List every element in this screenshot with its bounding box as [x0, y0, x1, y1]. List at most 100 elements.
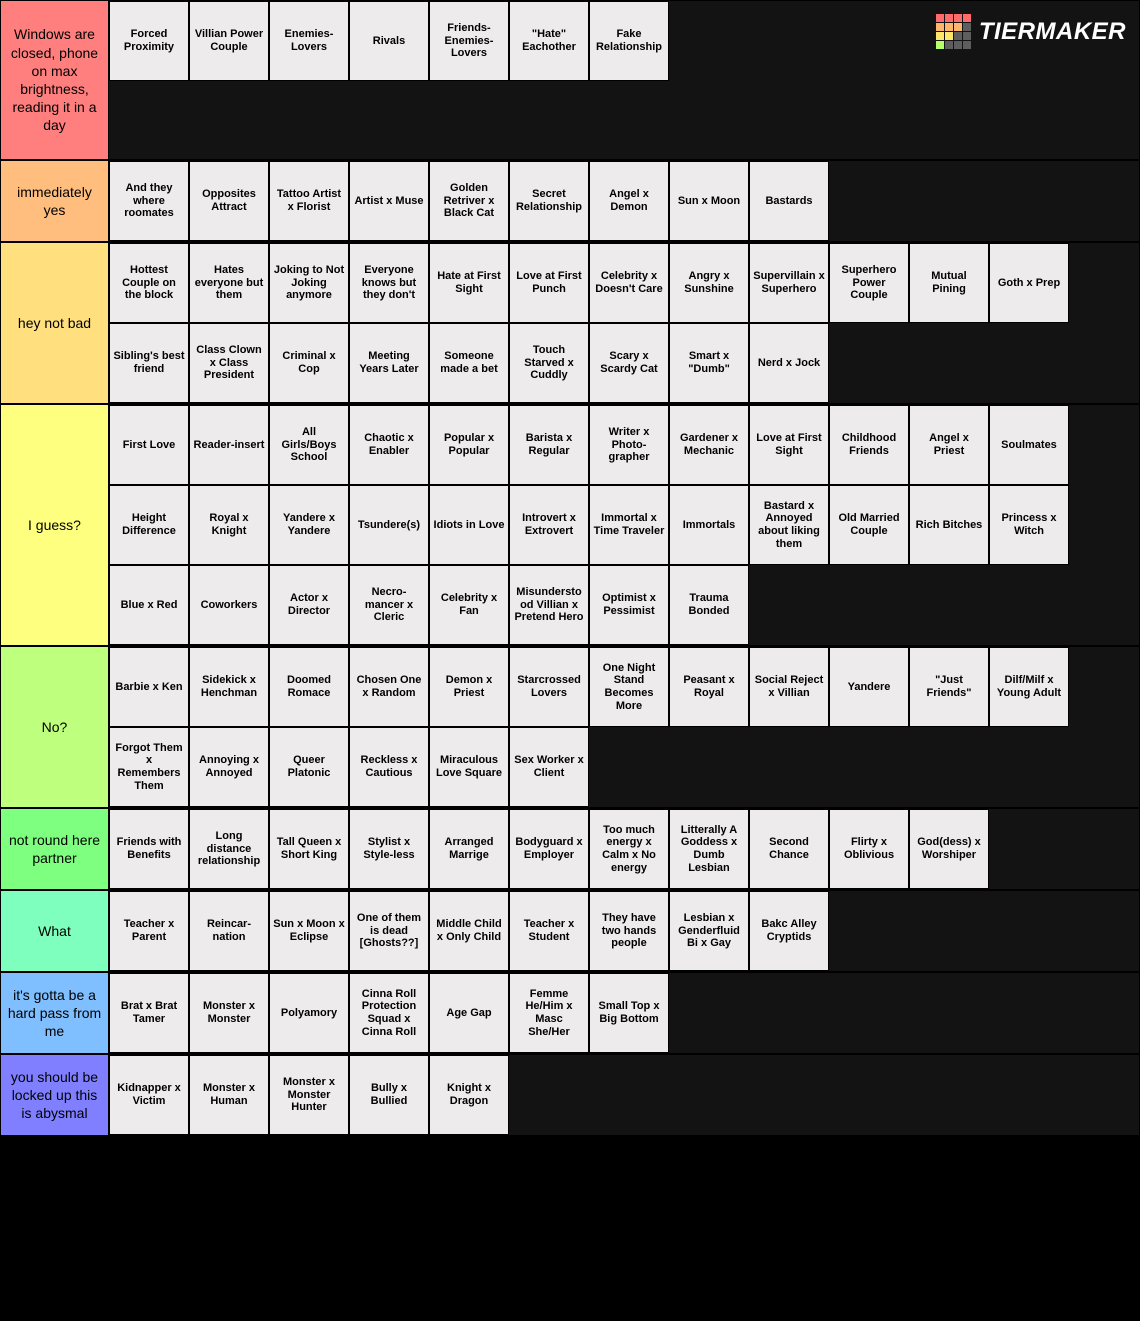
tier-item[interactable]: Long distance relationship: [189, 809, 269, 889]
tier-item[interactable]: Writer x Photo-grapher: [589, 405, 669, 485]
tier-item[interactable]: Criminal x Cop: [269, 323, 349, 403]
tier-item[interactable]: Artist x Muse: [349, 161, 429, 241]
tier-item[interactable]: Bastard x Annoyed about liking them: [749, 485, 829, 565]
tier-item[interactable]: God(dess) x Worshiper: [909, 809, 989, 889]
tier-item[interactable]: First Love: [109, 405, 189, 485]
tier-item[interactable]: Knight x Dragon: [429, 1055, 509, 1135]
tier-item[interactable]: Too much energy x Calm x No energy: [589, 809, 669, 889]
tier-item[interactable]: Love at First Punch: [509, 243, 589, 323]
tier-item[interactable]: One of them is dead [Ghosts??]: [349, 891, 429, 971]
tier-item[interactable]: Coworkers: [189, 565, 269, 645]
tier-item[interactable]: Friends-Enemies-Lovers: [429, 1, 509, 81]
tier-item[interactable]: Introvert x Extrovert: [509, 485, 589, 565]
tier-item[interactable]: Fake Relationship: [589, 1, 669, 81]
tier-item[interactable]: Immortals: [669, 485, 749, 565]
tier-item[interactable]: Rich Bitches: [909, 485, 989, 565]
tier-item[interactable]: Queer Platonic: [269, 727, 349, 807]
tier-item[interactable]: Childhood Friends: [829, 405, 909, 485]
tier-item[interactable]: Superhero Power Couple: [829, 243, 909, 323]
tier-item[interactable]: Gardener x Mechanic: [669, 405, 749, 485]
tier-item[interactable]: Touch Starved x Cuddly: [509, 323, 589, 403]
tier-item[interactable]: Immortal x Time Traveler: [589, 485, 669, 565]
tier-item[interactable]: They have two hands people: [589, 891, 669, 971]
tier-item[interactable]: Hates everyone but them: [189, 243, 269, 323]
tier-item[interactable]: Yandere: [829, 647, 909, 727]
tier-item[interactable]: Blue x Red: [109, 565, 189, 645]
tier-item[interactable]: Hottest Couple on the block: [109, 243, 189, 323]
tier-item[interactable]: Rivals: [349, 1, 429, 81]
tier-item[interactable]: Tattoo Artist x Florist: [269, 161, 349, 241]
tier-item[interactable]: Supervillain x Superhero: [749, 243, 829, 323]
tier-item[interactable]: Peasant x Royal: [669, 647, 749, 727]
tier-item[interactable]: Golden Retriver x Black Cat: [429, 161, 509, 241]
tier-item[interactable]: One Night Stand Becomes More: [589, 647, 669, 727]
tier-item[interactable]: Height Difference: [109, 485, 189, 565]
tier-label[interactable]: hey not bad: [1, 243, 109, 403]
tier-item[interactable]: Love at First Sight: [749, 405, 829, 485]
tier-item[interactable]: Teacher x Student: [509, 891, 589, 971]
tier-item[interactable]: "Just Friends": [909, 647, 989, 727]
tier-item[interactable]: Old Married Couple: [829, 485, 909, 565]
tier-item[interactable]: Barista x Regular: [509, 405, 589, 485]
tier-item[interactable]: Chaotic x Enabler: [349, 405, 429, 485]
tier-item[interactable]: Villian Power Couple: [189, 1, 269, 81]
tier-item[interactable]: Bastards: [749, 161, 829, 241]
tier-item[interactable]: Age Gap: [429, 973, 509, 1053]
tier-item[interactable]: Litterally A Goddess x Dumb Lesbian: [669, 809, 749, 889]
tier-item[interactable]: Bodyguard x Employer: [509, 809, 589, 889]
tier-item[interactable]: Small Top x Big Bottom: [589, 973, 669, 1053]
tier-item[interactable]: Sex Worker x Client: [509, 727, 589, 807]
tier-item[interactable]: Hate at First Sight: [429, 243, 509, 323]
tier-item[interactable]: Angel x Priest: [909, 405, 989, 485]
tier-item[interactable]: Middle Child x Only Child: [429, 891, 509, 971]
tier-item[interactable]: Sidekick x Henchman: [189, 647, 269, 727]
tier-item[interactable]: Second Chance: [749, 809, 829, 889]
tier-item[interactable]: Forced Proximity: [109, 1, 189, 81]
tier-item[interactable]: Barbie x Ken: [109, 647, 189, 727]
tier-item[interactable]: Optimist x Pessimist: [589, 565, 669, 645]
tier-item[interactable]: Actor x Director: [269, 565, 349, 645]
tier-label[interactable]: it's gotta be a hard pass from me: [1, 973, 109, 1053]
tier-item[interactable]: Monster x Monster: [189, 973, 269, 1053]
tier-item[interactable]: Brat x Brat Tamer: [109, 973, 189, 1053]
tier-item[interactable]: Cinna Roll Protection Squad x Cinna Roll: [349, 973, 429, 1053]
tier-item[interactable]: Stylist x Style-less: [349, 809, 429, 889]
tier-item[interactable]: Class Clown x Class President: [189, 323, 269, 403]
tier-item[interactable]: Trauma Bonded: [669, 565, 749, 645]
tier-item[interactable]: Enemies-Lovers: [269, 1, 349, 81]
tier-item[interactable]: Reckless x Cautious: [349, 727, 429, 807]
tier-label[interactable]: No?: [1, 647, 109, 807]
tier-item[interactable]: Necro-mancer x Cleric: [349, 565, 429, 645]
tier-item[interactable]: Nerd x Jock: [749, 323, 829, 403]
tier-item[interactable]: Chosen One x Random: [349, 647, 429, 727]
tier-item[interactable]: Angel x Demon: [589, 161, 669, 241]
tier-item[interactable]: Sun x Moon: [669, 161, 749, 241]
tier-item[interactable]: Princess x Witch: [989, 485, 1069, 565]
tier-item[interactable]: Opposites Attract: [189, 161, 269, 241]
tier-label[interactable]: What: [1, 891, 109, 971]
tier-item[interactable]: Monster x Monster Hunter: [269, 1055, 349, 1135]
tier-item[interactable]: Everyone knows but they don't: [349, 243, 429, 323]
tier-item[interactable]: Femme He/Him x Masc She/Her: [509, 973, 589, 1053]
tier-item[interactable]: Joking to Not Joking anymore: [269, 243, 349, 323]
tier-item[interactable]: Tall Queen x Short King: [269, 809, 349, 889]
tier-item[interactable]: Social Reject x Villian: [749, 647, 829, 727]
tier-item[interactable]: Miraculous Love Square: [429, 727, 509, 807]
tier-item[interactable]: All Girls/Boys School: [269, 405, 349, 485]
tier-item[interactable]: Smart x "Dumb": [669, 323, 749, 403]
tier-item[interactable]: Secret Relationship: [509, 161, 589, 241]
tier-item[interactable]: Tsundere(s): [349, 485, 429, 565]
tier-item[interactable]: Kidnapper x Victim: [109, 1055, 189, 1135]
tier-item[interactable]: Bakc Alley Cryptids: [749, 891, 829, 971]
tier-label[interactable]: you should be locked up this is abysmal: [1, 1055, 109, 1135]
tier-item[interactable]: And they where roomates: [109, 161, 189, 241]
tier-item[interactable]: Yandere x Yandere: [269, 485, 349, 565]
tier-label[interactable]: immediately yes: [1, 161, 109, 241]
tier-item[interactable]: Mutual Pining: [909, 243, 989, 323]
tier-item[interactable]: Bully x Bullied: [349, 1055, 429, 1135]
tier-item[interactable]: Idiots in Love: [429, 485, 509, 565]
tier-item[interactable]: Polyamory: [269, 973, 349, 1053]
tier-item[interactable]: Demon x Priest: [429, 647, 509, 727]
tier-item[interactable]: Arranged Marrige: [429, 809, 509, 889]
tier-item[interactable]: Popular x Popular: [429, 405, 509, 485]
